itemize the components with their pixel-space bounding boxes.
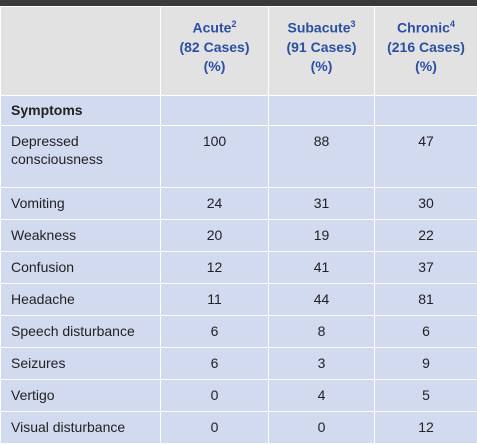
value-cell: 3 — [269, 348, 375, 380]
data-table: Acute2(82 Cases)(%)Subacute3(91 Cases)(%… — [0, 6, 477, 444]
row-label: Depressed consciousness — [1, 126, 161, 188]
value-cell: 24 — [161, 188, 269, 220]
row-label: Headache — [1, 284, 161, 316]
column-unit: (%) — [171, 57, 258, 76]
value-cell: 22 — [375, 220, 477, 252]
value-cell: 9 — [375, 348, 477, 380]
row-label: Seizures — [1, 348, 161, 380]
value-cell: 31 — [269, 188, 375, 220]
value-cell: 5 — [375, 380, 477, 412]
column-name: Subacute — [287, 20, 350, 36]
row-label: Weakness — [1, 220, 161, 252]
section-label: Symptoms — [1, 96, 161, 126]
page: Acute2(82 Cases)(%)Subacute3(91 Cases)(%… — [0, 0, 477, 431]
column-cases: (82 Cases) — [171, 38, 258, 57]
header-row: Acute2(82 Cases)(%)Subacute3(91 Cases)(%… — [1, 7, 477, 96]
row-label: Visual disturbance — [1, 412, 161, 444]
value-cell: 6 — [161, 348, 269, 380]
value-cell: 19 — [269, 220, 375, 252]
row-label: Vomiting — [1, 188, 161, 220]
value-cell: 12 — [375, 412, 477, 444]
row-label: Speech disturbance — [1, 316, 161, 348]
empty-cell — [375, 96, 477, 126]
column-title-line: Chronic4 — [385, 15, 467, 38]
row-label: Vertigo — [1, 380, 161, 412]
value-cell: 37 — [375, 252, 477, 284]
column-cases: (91 Cases) — [279, 38, 364, 57]
empty-cell — [269, 96, 375, 126]
header-cell: Subacute3(91 Cases)(%) — [269, 7, 375, 96]
column-unit: (%) — [385, 57, 467, 76]
column-title-line: Subacute3 — [279, 15, 364, 38]
value-cell: 11 — [161, 284, 269, 316]
value-cell: 0 — [161, 412, 269, 444]
value-cell: 6 — [161, 316, 269, 348]
column-note: 3 — [351, 19, 356, 29]
value-cell: 47 — [375, 126, 477, 188]
value-cell: 6 — [375, 316, 477, 348]
empty-cell — [161, 96, 269, 126]
value-cell: 20 — [161, 220, 269, 252]
value-cell: 30 — [375, 188, 477, 220]
header-cell — [1, 7, 161, 96]
value-cell: 100 — [161, 126, 269, 188]
column-cases: (216 Cases) — [385, 38, 467, 57]
header-cell: Chronic4(216 Cases)(%) — [375, 7, 477, 96]
column-name: Chronic — [397, 20, 450, 36]
value-cell: 0 — [269, 412, 375, 444]
column-title-line: Acute2 — [171, 15, 258, 38]
value-cell: 41 — [269, 252, 375, 284]
value-cell: 88 — [269, 126, 375, 188]
header-cell: Acute2(82 Cases)(%) — [161, 7, 269, 96]
value-cell: 4 — [269, 380, 375, 412]
column-note: 2 — [231, 19, 236, 29]
value-cell: 44 — [269, 284, 375, 316]
value-cell: 81 — [375, 284, 477, 316]
column-unit: (%) — [279, 57, 364, 76]
section-row: Symptoms — [1, 96, 477, 126]
value-cell: 12 — [161, 252, 269, 284]
value-cell: 0 — [161, 380, 269, 412]
row-label: Confusion — [1, 252, 161, 284]
column-note: 4 — [450, 19, 455, 29]
column-name: Acute — [193, 20, 232, 36]
value-cell: 8 — [269, 316, 375, 348]
